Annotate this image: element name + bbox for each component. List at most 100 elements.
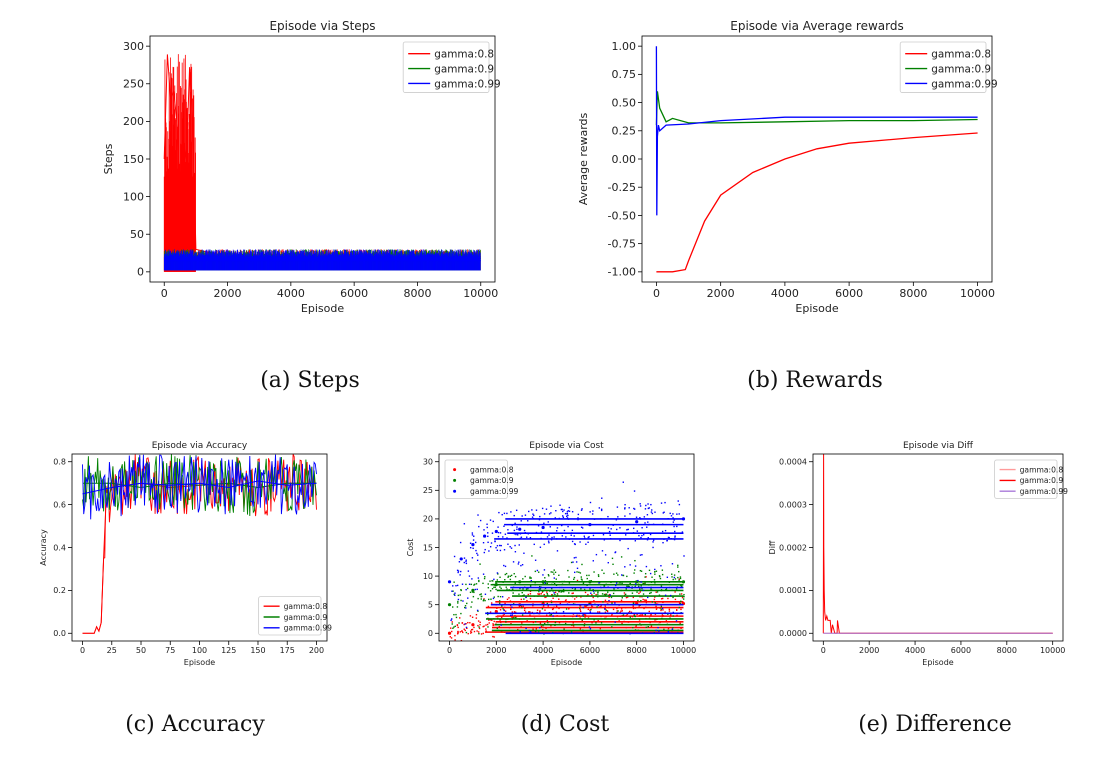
y-tick-label: 10	[423, 572, 433, 581]
series-gamma-0-9-point	[471, 588, 475, 592]
legend-label: gamma:0.9	[1020, 476, 1064, 485]
legend-label: gamma:0.9	[470, 476, 514, 485]
series-gamma-0-9-line	[822, 454, 1053, 634]
chart-cost-panel: Episode via Cost 0 2000 4000 6000 8000 10000 0 5…	[405, 432, 705, 686]
series-gamma-0-99-point	[459, 557, 463, 561]
y-axis-label: Diff	[768, 540, 777, 554]
x-axis-label: Episode	[551, 658, 582, 667]
x-tick-label: 6000	[835, 287, 863, 300]
y-tick-label: 0.2	[53, 586, 66, 595]
y-tick-label: 0.0	[53, 629, 66, 638]
x-tick-label: 10000	[960, 287, 995, 300]
series-gamma-0-99-noise	[163, 249, 481, 271]
x-tick-label: 8000	[403, 287, 431, 300]
legend-box	[899, 41, 987, 93]
legend-box	[444, 459, 508, 499]
series-gamma-0-8-point	[447, 631, 452, 635]
legend: gamma:0.8 gamma:0.9 gamma:0.99	[899, 41, 998, 93]
x-tick-label: 8000	[627, 646, 647, 655]
x-tick-label: 10000	[671, 646, 696, 655]
plot-area	[163, 54, 481, 272]
x-tick-label: 4000	[533, 646, 553, 655]
plot-area	[82, 454, 317, 634]
x-tick-label: 50	[136, 646, 146, 655]
chart-steps: Episode via Steps 0 2000 4000 6000 8000 10000 0…	[102, 19, 501, 315]
chart-rewards: Episode via Average rewards 0 2000 4000 6000…	[577, 19, 998, 315]
x-tick-label: 150	[250, 646, 265, 655]
caption-a: (a) Steps	[260, 368, 360, 393]
y-axis-label: Accuracy	[39, 529, 48, 566]
x-tick-label: 2000	[214, 287, 242, 300]
y-tick-label: 0.0002	[779, 543, 807, 552]
x-tick-label: 200	[309, 646, 324, 655]
y-tick-label: 30	[423, 458, 433, 467]
chart-cost: Episode via Cost 0 2000 4000 6000 8000 10000 0 5…	[406, 441, 696, 667]
y-tick-label: 0.0000	[779, 629, 807, 638]
legend: gamma:0.8 gamma:0.9 gamma:0.99	[402, 41, 501, 93]
series-gamma-0-99-point	[494, 529, 498, 534]
x-axis-label: Episode	[795, 302, 838, 315]
legend-label: gamma:0.99	[1020, 487, 1069, 496]
chart-title: Episode via Average rewards	[730, 19, 903, 33]
x-tick-label: 8000	[997, 646, 1017, 655]
caption-e: (e) Difference	[858, 712, 1012, 737]
plot-area	[655, 46, 978, 273]
y-tick-label: 0.8	[53, 458, 66, 467]
y-tick-label: 0.50	[612, 96, 637, 109]
chart-diff-panel: Episode via Diff 0 2000 4000 6000 8000 10000 0.…	[765, 432, 1075, 686]
y-tick-label: 0.0003	[779, 500, 807, 509]
y-tick-label: 50	[130, 228, 144, 241]
y-tick-label: 250	[123, 78, 144, 91]
legend-label: gamma:0.9	[284, 613, 328, 622]
x-tick-label: 4000	[771, 287, 799, 300]
y-tick-label: 0.0004	[779, 458, 807, 467]
legend-label: gamma:0.99	[284, 624, 333, 633]
y-tick-label: 0	[428, 629, 433, 638]
y-tick-label: 0.75	[612, 68, 637, 81]
legend-label: gamma:0.8	[470, 465, 514, 474]
legend-label: gamma:0.8	[1020, 465, 1064, 474]
y-tick-label: 300	[123, 40, 144, 53]
caption-c: (c) Accuracy	[125, 712, 265, 737]
x-tick-label: 0	[821, 646, 826, 655]
chart-steps-panel: Episode via Steps 0 2000 4000 6000 8000 10000 0…	[100, 8, 520, 342]
y-tick-label: 100	[123, 190, 144, 203]
chart-title: Episode via Accuracy	[152, 441, 248, 451]
y-tick-label: 200	[123, 115, 144, 128]
legend-label: gamma:0.9	[434, 63, 494, 75]
x-tick-label: 25	[107, 646, 117, 655]
x-tick-label: 4000	[277, 287, 305, 300]
y-tick-label: 15	[423, 543, 433, 552]
chart-accuracy-panel: Episode via Accuracy 0 25 50 75 100 125 150 175 2…	[30, 432, 340, 686]
y-tick-label: -0.50	[608, 209, 636, 222]
chart-title: Episode via Cost	[529, 441, 604, 451]
series-gamma-0-99-point	[471, 543, 475, 547]
x-tick-label: 0	[653, 287, 660, 300]
y-tick-label: 1.00	[612, 40, 637, 53]
x-tick-label: 0	[80, 646, 85, 655]
legend-label: gamma:0.8	[284, 602, 328, 611]
x-axis-label: Episode	[301, 302, 344, 315]
x-tick-label: 6000	[580, 646, 600, 655]
chart-accuracy: Episode via Accuracy 0 25 50 75 100 125 150 175 2…	[39, 441, 333, 667]
legend-label: gamma:0.8	[434, 49, 494, 61]
x-tick-label: 0	[447, 646, 452, 655]
legend-label: gamma:0.8	[931, 49, 991, 61]
legend-label: gamma:0.99	[470, 487, 519, 496]
x-tick-label: 75	[165, 646, 175, 655]
legend-label: gamma:0.99	[931, 78, 998, 90]
x-tick-label: 10000	[1040, 646, 1065, 655]
legend: gamma:0.8 gamma:0.9 gamma:0.99	[444, 459, 519, 499]
legend-label: gamma:0.9	[931, 63, 991, 75]
series-gamma-0-99-point	[447, 580, 452, 584]
x-tick-label: 2000	[486, 646, 506, 655]
series-gamma-0-99-line	[82, 480, 317, 495]
chart-diff: Episode via Diff 0 2000 4000 6000 8000 10000 0.…	[768, 441, 1069, 667]
legend: gamma:0.8 gamma:0.9 gamma:0.99	[994, 459, 1069, 499]
plot-area	[822, 454, 1053, 634]
x-tick-label: 2000	[859, 646, 879, 655]
x-tick-label: 6000	[340, 287, 368, 300]
y-tick-label: 0	[137, 266, 144, 279]
legend-box	[402, 41, 490, 93]
series-gamma-0-8-line	[656, 132, 978, 273]
